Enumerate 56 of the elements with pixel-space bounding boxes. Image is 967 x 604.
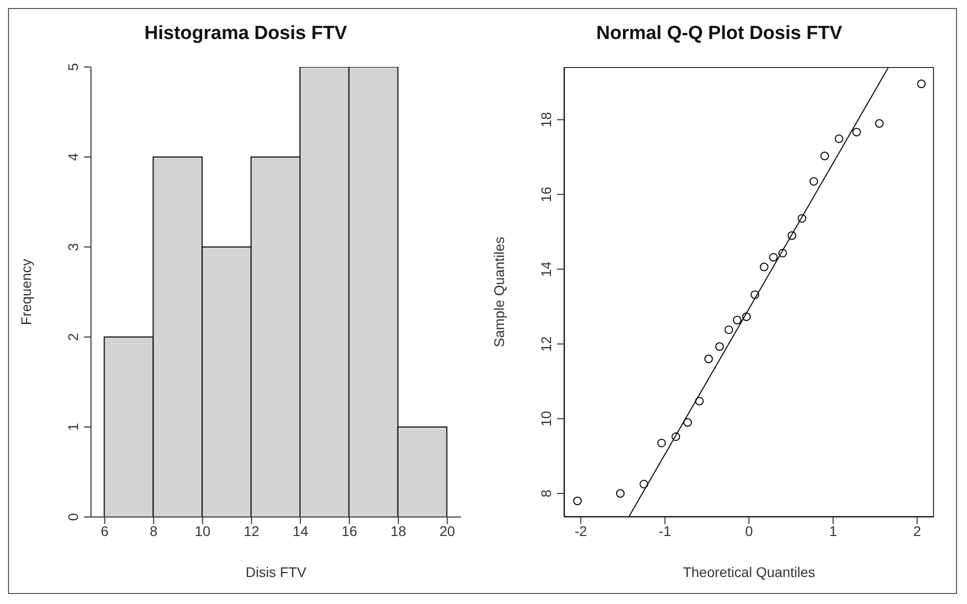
y-tick-label: 3	[64, 242, 81, 251]
point	[724, 325, 734, 334]
point	[750, 290, 760, 299]
y-tick-label: 12	[538, 336, 554, 352]
x-tick-label: 2	[914, 522, 922, 539]
x-tick-label: 8	[149, 522, 158, 539]
x-tick-label: 6	[100, 522, 109, 539]
x-tick-label: 1	[829, 522, 838, 539]
x-tick-label: 10	[194, 522, 210, 539]
y-tick-label: 1	[64, 422, 81, 431]
y-tick-label: 16	[538, 186, 554, 202]
y-tick-label: 18	[538, 112, 554, 128]
point	[875, 119, 884, 128]
point	[760, 262, 769, 272]
point	[798, 214, 807, 223]
x-tick-label: -2	[574, 522, 588, 539]
x-tick-label: 18	[390, 522, 406, 539]
x-tick-label: 20	[439, 522, 456, 539]
y-axis-title: Frequency	[18, 258, 34, 326]
y-tick-label: 5	[64, 62, 81, 71]
point	[820, 152, 830, 160]
point	[834, 134, 844, 144]
x-tick-label: -1	[658, 522, 672, 539]
point	[657, 438, 666, 448]
point	[788, 231, 796, 240]
y-tick-label: 8	[538, 489, 554, 498]
y-tick-label: 4	[64, 152, 81, 161]
point	[716, 342, 724, 351]
point	[695, 396, 704, 406]
y-tick-label: 2	[64, 332, 81, 341]
point	[917, 80, 926, 88]
y-tick-label: 0	[64, 512, 81, 521]
x-tick-label: 16	[341, 522, 358, 539]
x-tick-label: 12	[243, 522, 260, 539]
y-axis-title: Sample Quantiles	[491, 236, 508, 348]
chart-title: Histograma Dosis FTV	[143, 22, 348, 46]
point	[769, 252, 778, 262]
point	[640, 480, 648, 488]
x-axis-title: Disis FTV	[245, 564, 307, 580]
point	[573, 496, 582, 506]
y-tick-label: 14	[538, 261, 554, 277]
point	[672, 432, 680, 441]
point	[778, 248, 788, 258]
point	[616, 489, 625, 498]
point	[742, 312, 752, 321]
point	[704, 354, 714, 364]
x-tick-label: 14	[292, 522, 308, 539]
point	[684, 418, 692, 427]
x-axis-title: Theoretical Quantiles	[683, 564, 816, 580]
point	[810, 177, 818, 186]
point	[733, 316, 742, 324]
y-tick-label: 10	[538, 410, 554, 426]
x-tick-label: 0	[745, 522, 754, 539]
figure-frame: Histograma Dosis FTV 6 8 10 12 14 16 18 20 Disis FTV 0 1 2 3 4 5 Frequency Normal Q-Q Plot Dosis FTV -2 -1 0 1 2 Theoretical Quantiles 8 10 12 14 16 18 Sample Quantiles	[8, 8, 957, 594]
chart-title: Normal Q-Q Plot Dosis FTV	[595, 22, 844, 46]
point	[852, 128, 862, 136]
